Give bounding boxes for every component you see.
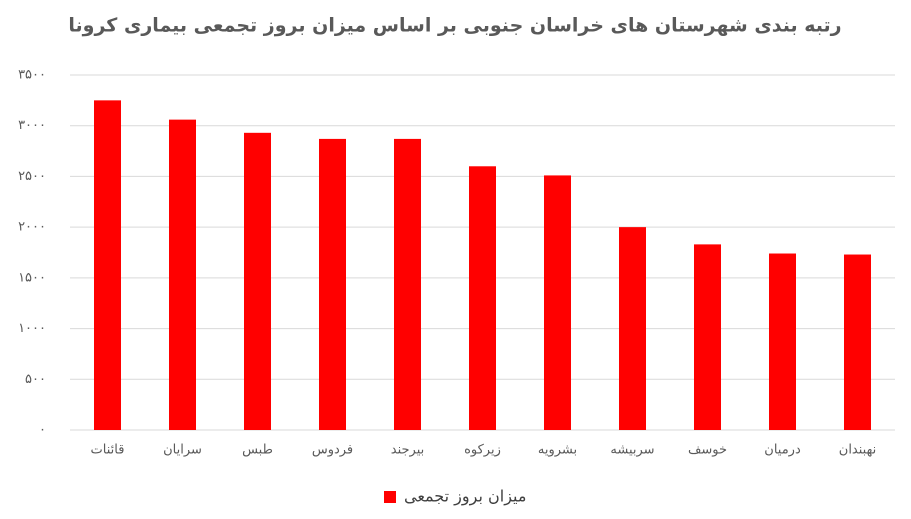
x-tick-label: سربیشه [610,443,654,458]
bar [769,253,796,430]
bar [169,119,196,430]
y-tick-label: ۳۵۰۰ [18,68,46,83]
bar [544,175,571,430]
bar [469,166,496,431]
bar [844,254,871,430]
y-tick-label: ۵۰۰ [25,372,46,387]
y-tick-label: ۱۰۰۰ [18,321,46,336]
bar [394,138,421,430]
x-tick-label: قائنات [91,443,125,458]
x-tick-label: سرایان [163,443,202,458]
bar [244,132,271,431]
y-tick-label: ۳۰۰۰ [18,118,46,133]
legend-swatch [384,491,396,503]
legend-label: میزان بروز تجمعی [404,487,526,507]
y-tick-label: ۲۰۰۰ [18,220,46,235]
bar [694,244,721,430]
bar [94,100,121,430]
x-tick-label: زیرکوه [464,443,501,458]
y-tick-label: ۱۵۰۰ [18,270,46,285]
y-tick-label: ۰ [39,423,46,438]
chart-title: رتبه بندی شهرستان های خراسان جنوبی بر اس… [68,15,841,37]
x-tick-label: طبس [242,443,273,458]
bar [319,138,346,430]
x-tick-label: فردوس [312,443,353,458]
x-tick-label: بشرویه [538,443,577,458]
x-tick-label: نهبندان [839,443,876,458]
x-tick-label: درمیان [764,443,801,458]
y-tick-label: ۲۵۰۰ [18,169,46,184]
bar [619,227,646,430]
x-tick-label: بیرجند [391,443,425,458]
x-tick-label: خوسف [688,443,727,458]
